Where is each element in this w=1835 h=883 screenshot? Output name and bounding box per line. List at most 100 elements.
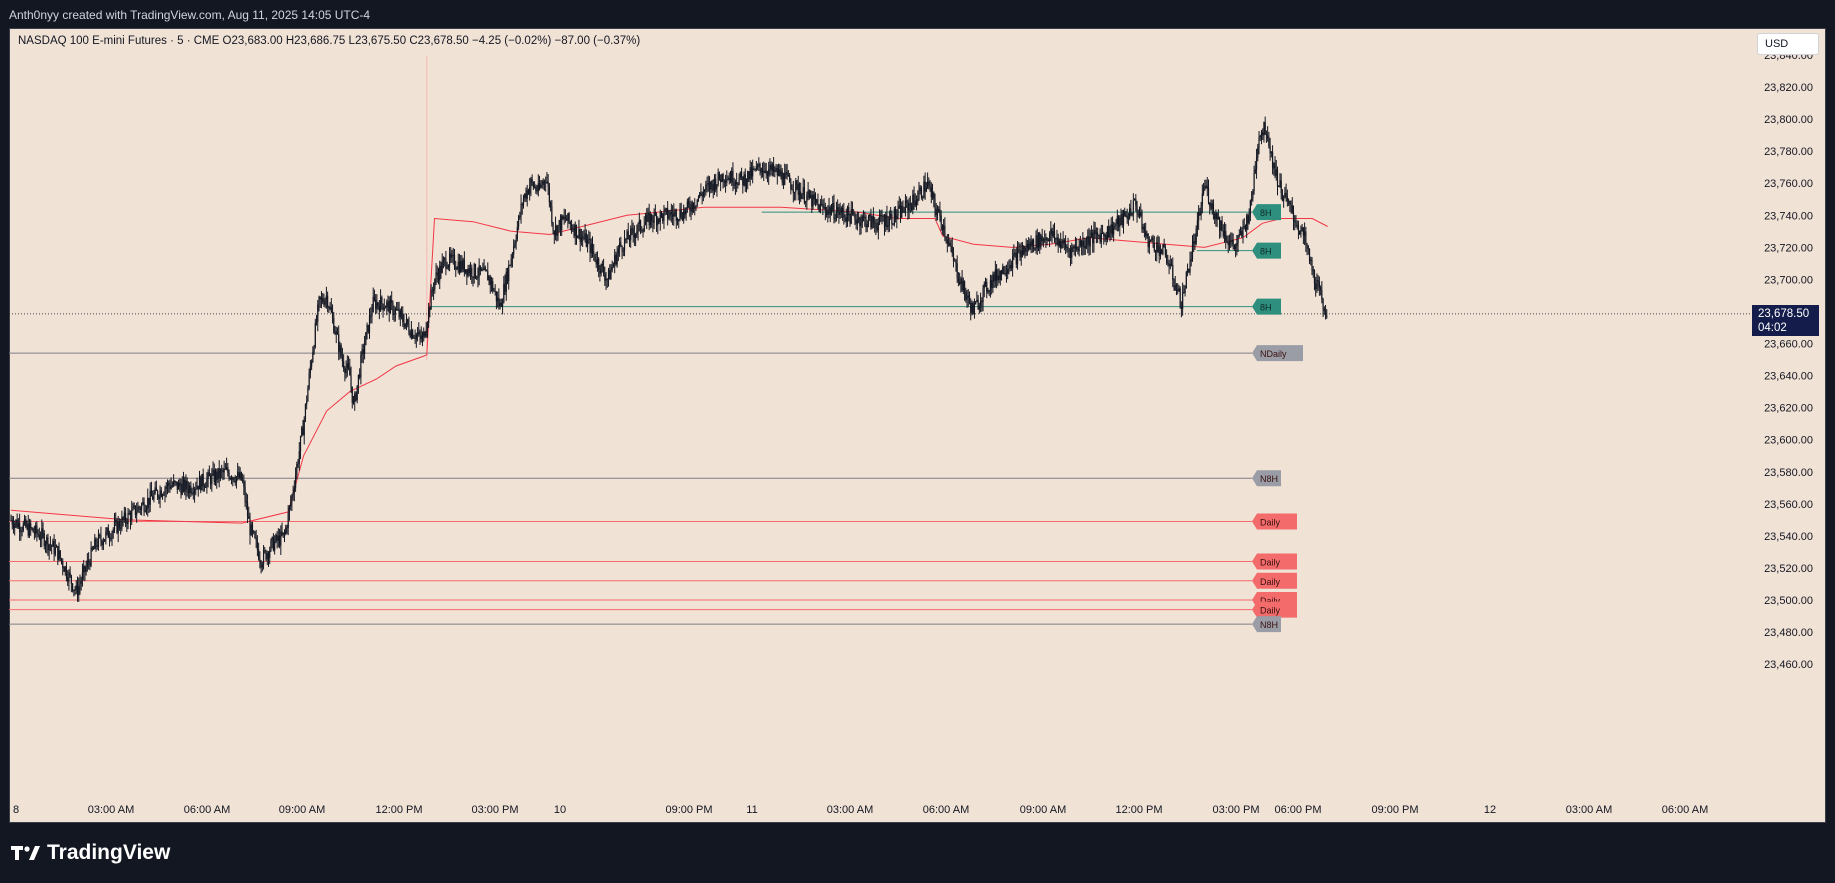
candle-body (1004, 273, 1006, 275)
candle-body (569, 222, 571, 225)
candle-body (1248, 215, 1250, 224)
candle (266, 550, 268, 566)
time-tick: 03:00 AM (88, 804, 134, 816)
candle (880, 210, 882, 223)
candle-body (1153, 243, 1155, 251)
candle (375, 293, 377, 315)
candle-body (1030, 241, 1032, 246)
candle-body (869, 214, 871, 217)
candle (314, 318, 316, 349)
candle (517, 214, 520, 231)
candle-body (430, 290, 432, 310)
candle (994, 260, 996, 288)
candle (399, 308, 401, 327)
candle (1220, 219, 1222, 238)
candle-body (1252, 191, 1254, 199)
candle (908, 197, 910, 219)
candle-body (928, 181, 930, 185)
level-label-text: N8H (1260, 474, 1278, 484)
candle (776, 164, 778, 185)
candle-body (1295, 221, 1297, 226)
candle-body (120, 527, 122, 529)
candle (1188, 268, 1190, 274)
symbol-name[interactable]: NASDAQ 100 E-mini Futures · 5 · CME (18, 35, 220, 47)
candle (1299, 230, 1301, 236)
candle (39, 531, 42, 548)
candle-body (955, 260, 957, 264)
candle (758, 157, 760, 172)
candle (1324, 304, 1327, 320)
candle-body (567, 213, 569, 221)
candle-body (598, 258, 600, 270)
candle-body (1279, 180, 1281, 187)
candle-body (11, 520, 13, 525)
candle (68, 569, 70, 591)
candle-body (384, 307, 387, 309)
candle-body (494, 291, 496, 293)
candle-body (566, 218, 568, 221)
candle-body (1321, 290, 1323, 300)
candle (500, 298, 502, 307)
candle-body (652, 221, 654, 223)
candle-body (965, 291, 967, 300)
candle (856, 211, 858, 231)
candle-body (982, 288, 984, 303)
candle (747, 170, 749, 190)
candle (126, 517, 128, 532)
candle (121, 510, 123, 532)
candle-body (226, 467, 228, 470)
candle (595, 252, 597, 268)
candle (1056, 229, 1058, 246)
price-axis[interactable]: 23,840.0023,820.0023,800.0023,780.0023,7… (1764, 50, 1813, 671)
candle-body (21, 530, 23, 532)
candle-body (1021, 250, 1024, 255)
candle-body (641, 230, 643, 232)
candle-body (1316, 280, 1318, 290)
candle-body (63, 567, 65, 572)
chart-frame[interactable] (9, 28, 1826, 823)
candle (1312, 265, 1314, 278)
candle-body (979, 300, 982, 307)
candle (99, 533, 101, 539)
candle (835, 201, 838, 222)
tradingview-logo[interactable]: TradingView (11, 841, 170, 865)
candle (524, 193, 526, 202)
candle-body (1137, 213, 1139, 215)
candle (276, 531, 278, 549)
candle (1300, 225, 1302, 238)
candle-body (297, 463, 299, 465)
candle-body (368, 315, 371, 333)
candle (877, 217, 879, 240)
candle-body (550, 202, 552, 207)
candle-body (812, 194, 814, 207)
candle (771, 162, 773, 177)
candle-body (501, 302, 504, 307)
candle-body (128, 513, 130, 515)
candle-body (1012, 255, 1014, 269)
level-label-tag (1252, 242, 1281, 259)
candle (992, 271, 994, 293)
candle (525, 187, 527, 203)
candle-body (961, 278, 963, 291)
candle-body (312, 352, 314, 362)
candle-body (1055, 238, 1057, 240)
candle-body (951, 246, 953, 254)
candle-body (308, 373, 310, 388)
currency-button[interactable]: USD (1757, 33, 1819, 55)
candle-body (1284, 192, 1286, 198)
price-chart[interactable]: 8H8H8HNDailyN8HDailyDailyDailyDailyDaily… (9, 28, 1826, 823)
time-axis[interactable]: 8 03:00 AM 06:00 AM 09:00 AM 12:00 PM 03:00 P… (13, 804, 1708, 816)
candle (359, 368, 361, 380)
candle (616, 246, 618, 268)
candle (766, 170, 769, 183)
candle-body (726, 179, 728, 184)
candle-body (192, 492, 194, 494)
candle (896, 209, 898, 229)
candle (356, 385, 358, 404)
candle-body (670, 212, 672, 215)
candle-body (880, 214, 882, 217)
candle-body (1297, 225, 1300, 231)
candle-body (258, 549, 260, 560)
candle (652, 215, 654, 233)
candle (175, 481, 177, 486)
